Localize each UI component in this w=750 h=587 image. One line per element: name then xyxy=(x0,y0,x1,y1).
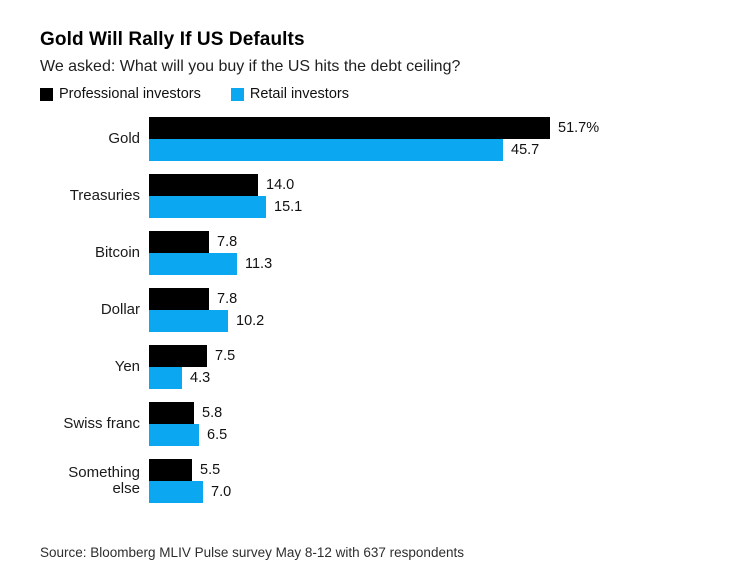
bar-group: Yen 7.5 4.3 xyxy=(40,345,710,390)
bar-pair: 14.0 15.1 xyxy=(149,174,303,219)
bar-pair: 5.8 6.5 xyxy=(149,402,228,447)
category-label: Dollar xyxy=(100,300,140,318)
value-label-retail: 10.2 xyxy=(236,313,265,330)
legend-item-retail: Retail investors xyxy=(230,86,349,103)
bar-group: Dollar 7.8 10.2 xyxy=(40,288,710,333)
category-label: Swiss franc xyxy=(63,414,140,432)
value-label-professional: 7.5 xyxy=(215,348,236,365)
bar-retail xyxy=(149,481,203,504)
legend-item-professional: Professional investors xyxy=(40,86,201,102)
value-label-retail: 6.5 xyxy=(207,427,228,444)
value-label-professional: 5.8 xyxy=(202,405,223,422)
bar-pair: 7.8 11.3 xyxy=(149,231,273,276)
category-label: Gold xyxy=(108,129,140,147)
bar-line-professional: 51.7% xyxy=(149,117,600,140)
value-label-retail: 7.0 xyxy=(211,484,232,501)
value-label-professional: 7.8 xyxy=(217,291,238,308)
bar-line-professional: 7.8 xyxy=(149,288,264,311)
bar-professional xyxy=(149,117,550,140)
bar-pair: 7.8 10.2 xyxy=(149,288,265,333)
bar-line-retail: 45.7 xyxy=(149,139,599,162)
bar-line-retail: 15.1 xyxy=(149,196,303,219)
value-label-retail: 45.7 xyxy=(511,142,540,159)
bar-retail xyxy=(149,139,503,162)
bar-pair: 51.7% 45.7 xyxy=(149,117,600,162)
bar-line-professional: 7.8 xyxy=(149,231,272,254)
value-label-retail: 11.3 xyxy=(245,256,273,273)
bar-pair: 5.5 7.0 xyxy=(149,459,232,504)
bar-line-professional: 14.0 xyxy=(149,174,302,197)
bar-group: Bitcoin 7.8 11.3 xyxy=(40,231,710,276)
chart-subtitle: We asked: What will you buy if the US hi… xyxy=(40,57,461,75)
bar-group: Gold 51.7% 45.7 xyxy=(40,117,710,162)
bar-professional xyxy=(149,459,192,482)
bar-retail xyxy=(149,196,266,219)
bar-line-professional: 5.8 xyxy=(149,402,227,425)
source-note: Source: Bloomberg MLIV Pulse survey May … xyxy=(40,545,464,560)
bar-retail xyxy=(149,310,228,333)
bar-professional xyxy=(149,288,209,311)
value-label-professional: 5.5 xyxy=(200,462,221,479)
bar-professional xyxy=(149,231,209,254)
chart-title: Gold Will Rally If US Defaults xyxy=(40,29,305,50)
bar-retail xyxy=(149,367,182,390)
value-label-professional: 51.7% xyxy=(558,120,600,137)
bar-retail xyxy=(149,253,237,276)
bar-professional xyxy=(149,174,258,197)
value-label-professional: 14.0 xyxy=(266,177,295,194)
bar-professional xyxy=(149,345,207,368)
bar-line-retail: 7.0 xyxy=(149,481,232,504)
bar-line-retail: 6.5 xyxy=(149,424,228,447)
legend-swatch-professional-icon xyxy=(40,87,53,101)
bar-retail xyxy=(149,424,199,447)
bar-group: Treasuries 14.0 15.1 xyxy=(40,174,710,219)
value-label-professional: 7.8 xyxy=(217,234,238,251)
bar-line-retail: 11.3 xyxy=(149,253,273,276)
category-label: Yen xyxy=(114,357,140,375)
bar-chart: Gold 51.7% 45.7 Treasuries 14.0 15.1 xyxy=(40,117,710,504)
bar-professional xyxy=(149,402,194,425)
category-label: Something else xyxy=(68,463,140,498)
bar-line-professional: 5.5 xyxy=(149,459,231,482)
value-label-retail: 4.3 xyxy=(190,370,211,387)
bar-group: Something else 5.5 7.0 xyxy=(40,459,710,504)
value-label-retail: 15.1 xyxy=(274,199,303,216)
bar-pair: 7.5 4.3 xyxy=(149,345,236,390)
bar-line-retail: 4.3 xyxy=(149,367,235,390)
bar-group: Swiss franc 5.8 6.5 xyxy=(40,402,710,447)
legend-label-retail: Retail investors xyxy=(249,86,349,103)
legend: Professional investors Retail investors xyxy=(40,86,710,102)
legend-swatch-retail-icon xyxy=(230,87,244,101)
category-label: Treasuries xyxy=(69,186,140,204)
bar-line-retail: 10.2 xyxy=(149,310,265,333)
legend-label-professional: Professional investors xyxy=(59,86,201,103)
category-label: Bitcoin xyxy=(94,243,140,261)
bar-line-professional: 7.5 xyxy=(149,345,236,368)
